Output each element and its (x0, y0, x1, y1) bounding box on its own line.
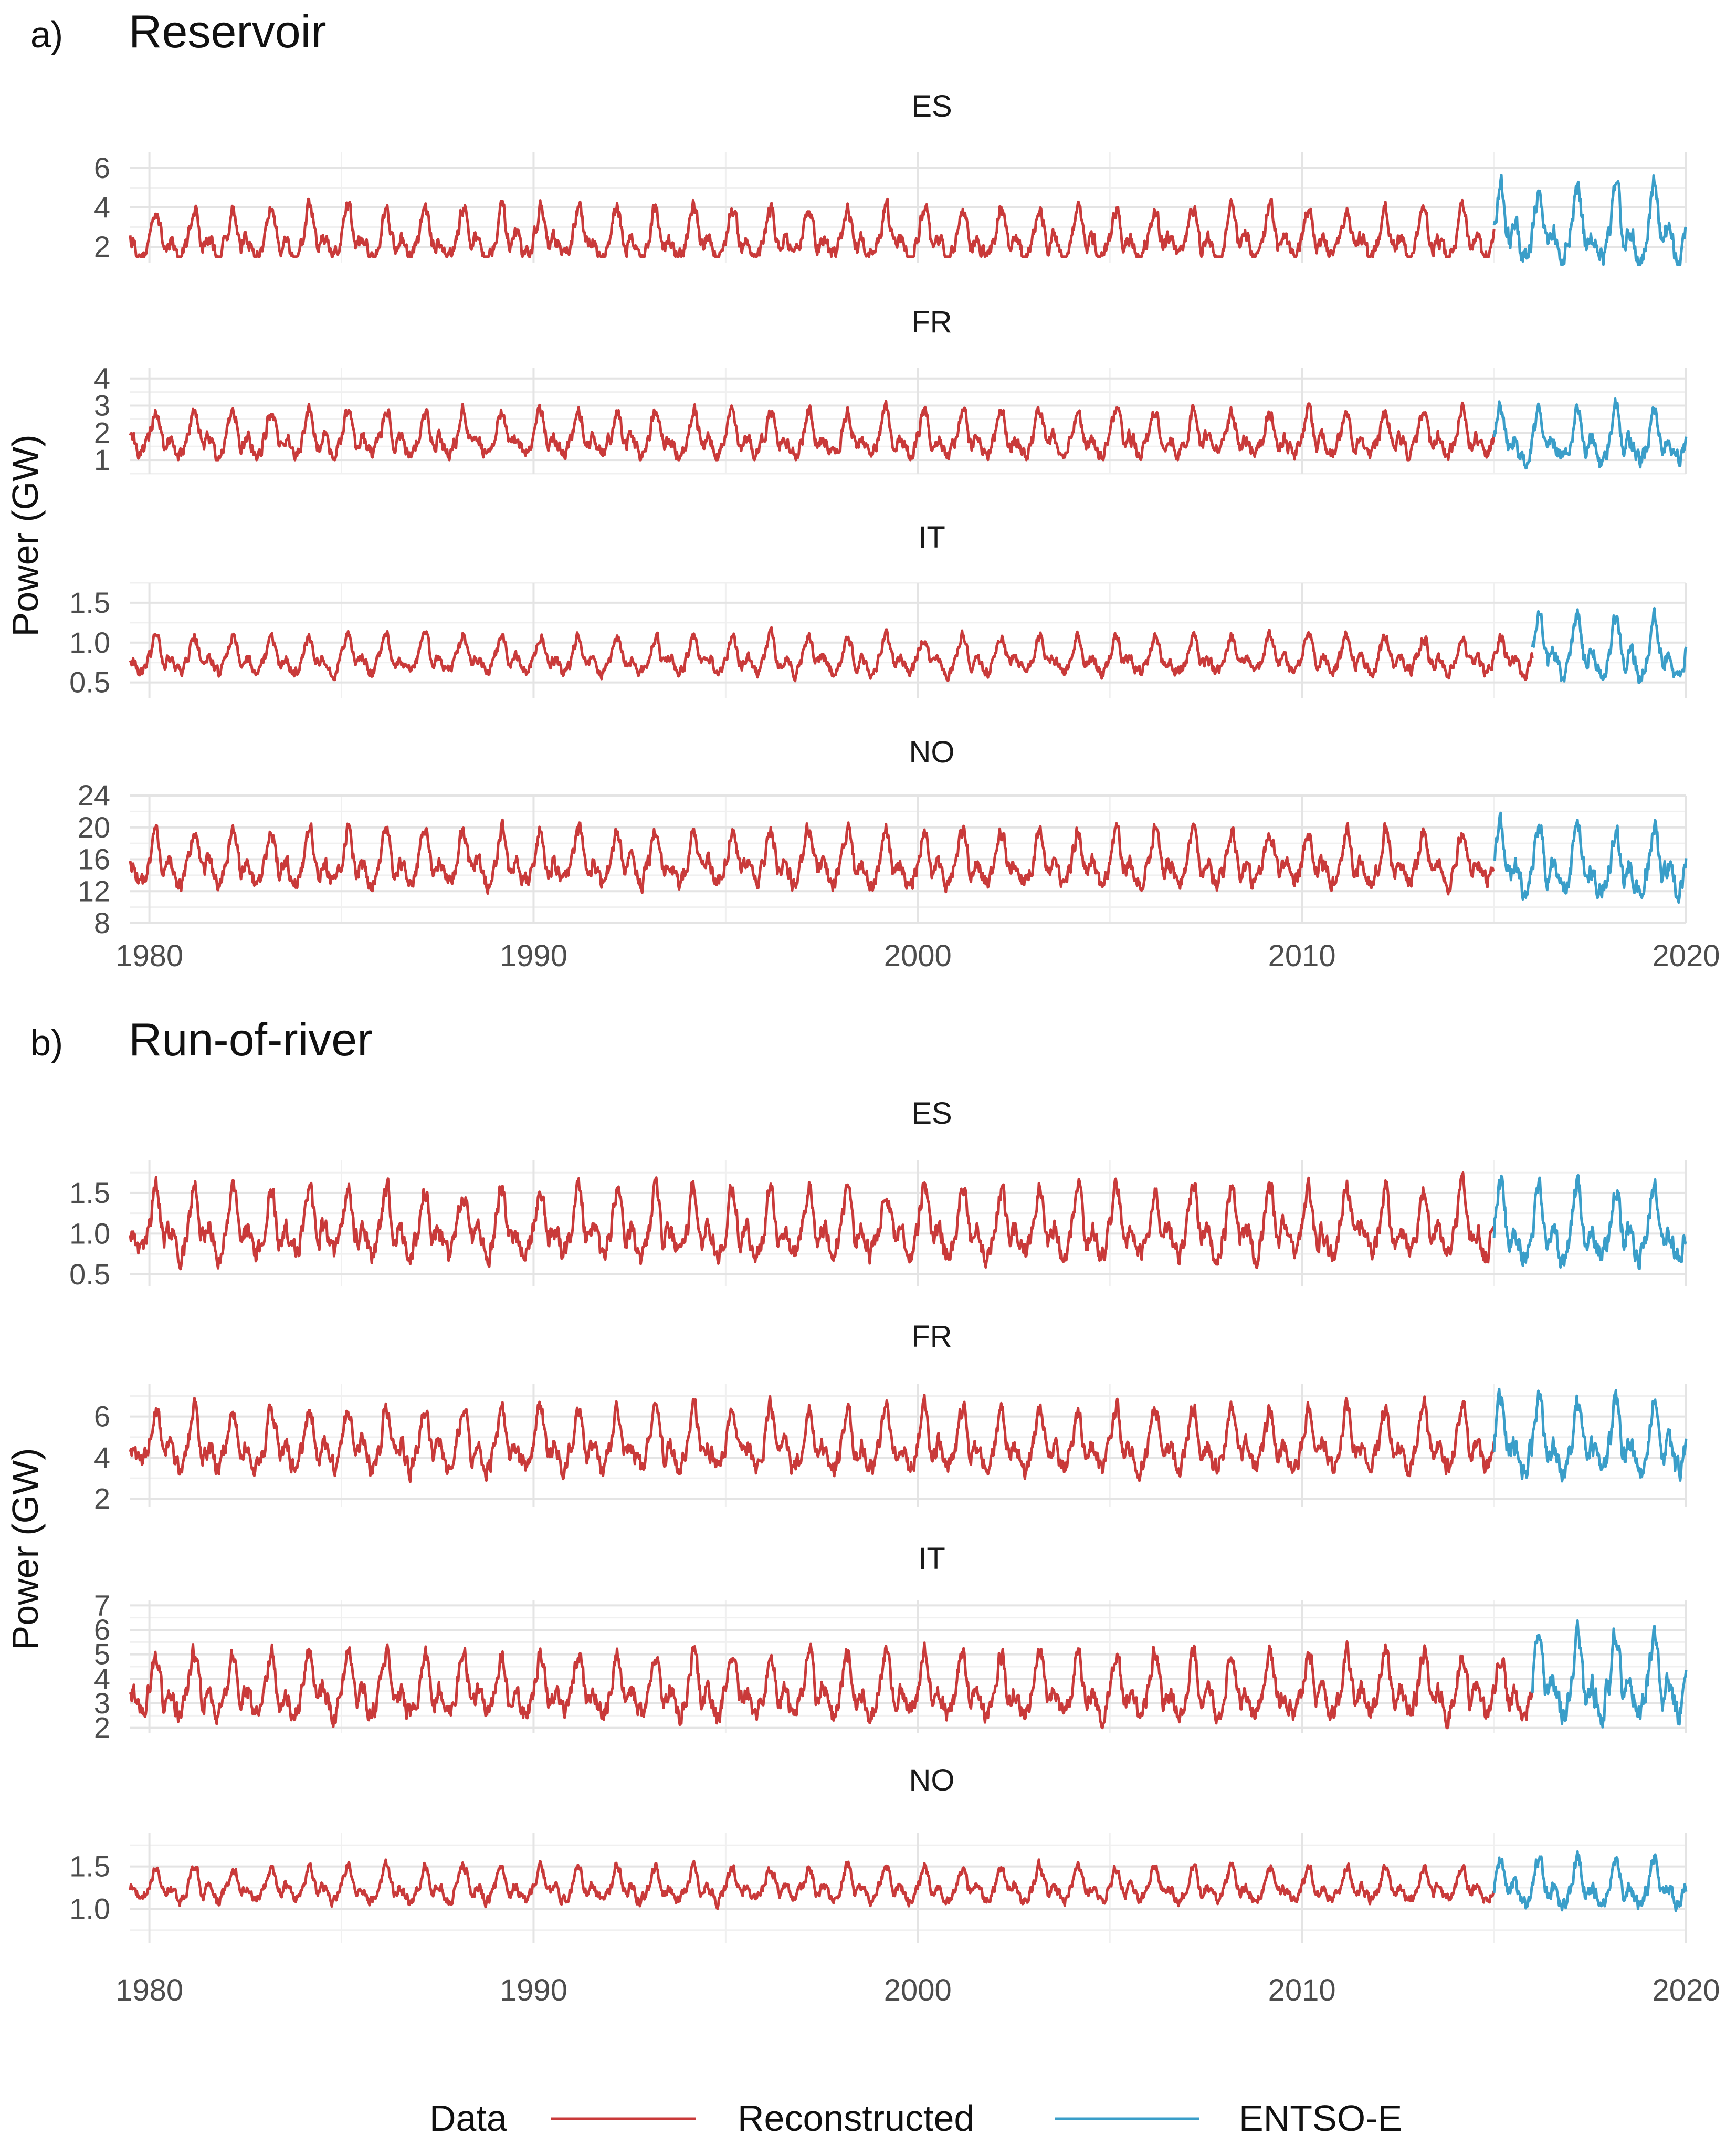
y-tick-label: 1.0 (69, 626, 110, 659)
y-tick-label: 2 (94, 416, 110, 449)
y-tick-label: 4 (94, 1662, 110, 1695)
y-tick-label: 4 (94, 191, 110, 224)
y-tick-label: 3 (94, 389, 110, 422)
series-line-reconstructed (129, 400, 1496, 462)
panel-a-title: Reservoir (129, 5, 327, 57)
legend-label-reconstructed: Reconstructed (738, 2098, 974, 2139)
facet-strip-label: NO (909, 735, 955, 769)
y-tick-label: 1.0 (69, 1217, 110, 1250)
facet-strip-label: NO (909, 1763, 955, 1797)
panel-a-ylabel: Power (GW) (5, 435, 46, 637)
y-tick-label: 4 (94, 362, 110, 395)
x-tick-label: 1990 (500, 1973, 567, 2007)
series-line-entsoe (1531, 606, 1688, 684)
facet-ror-no: NO 1.0 1.5 1980 1990 2000 2010 2020 (69, 1763, 1720, 2007)
facet-reservoir-it: IT 0.5 1.0 1.5 (69, 520, 1688, 699)
series-line-entsoe (1492, 1850, 1688, 1912)
facet-strip-label: IT (918, 1542, 945, 1576)
y-tick-label: 1.0 (69, 1892, 110, 1925)
panel-b-title: Run-of-river (129, 1013, 373, 1065)
series-line-reconstructed (129, 1171, 1496, 1271)
series-line-reconstructed (129, 1640, 1534, 1730)
legend: Data Reconstructed ENTSO-E (429, 2098, 1402, 2139)
y-tick-label: 4 (94, 1441, 110, 1474)
y-tick-label: 2 (94, 1711, 110, 1744)
facet-strip-label: ES (911, 1096, 952, 1131)
y-tick-label: 8 (94, 906, 110, 939)
x-tick-label: 2020 (1652, 1973, 1720, 2007)
y-tick-label: 12 (78, 874, 110, 907)
y-tick-label: 24 (78, 779, 110, 812)
series-line-entsoe (1492, 1174, 1687, 1270)
series-line-reconstructed (129, 626, 1534, 683)
facet-strip-label: FR (911, 305, 952, 339)
facet-ror-fr: FR 2 4 6 (94, 1320, 1688, 1515)
facet-strip-label: IT (918, 520, 945, 554)
y-tick-label: 20 (78, 811, 110, 844)
x-tick-label: 2020 (1652, 939, 1720, 973)
x-tick-label: 2010 (1268, 939, 1336, 973)
x-tick-label: 2000 (884, 1973, 952, 2007)
series-line-entsoe (1492, 397, 1688, 470)
y-tick-label: 0.5 (69, 666, 110, 699)
series-line-reconstructed (129, 1394, 1496, 1483)
facet-strip-label: FR (911, 1320, 952, 1354)
panel-a-letter: a) (30, 14, 63, 55)
y-tick-label: 1 (94, 443, 110, 476)
series-line-reconstructed (129, 197, 1496, 258)
series-line-entsoe (1492, 174, 1687, 266)
y-tick-label: 0.5 (69, 1258, 110, 1291)
x-tick-label: 1980 (115, 939, 183, 973)
y-tick-label: 5 (94, 1638, 110, 1671)
series-line-entsoe (1493, 811, 1688, 904)
x-tick-label: 1990 (500, 939, 567, 973)
y-tick-label: 1.5 (69, 586, 110, 619)
series-line-entsoe (1531, 1619, 1688, 1729)
facet-reservoir-es: ES 2 4 6 (94, 89, 1687, 266)
legend-title: Data (429, 2098, 507, 2139)
y-tick-label: 1.5 (69, 1850, 110, 1883)
series-line-reconstructed (129, 1858, 1496, 1910)
y-tick-label: 2 (94, 230, 110, 263)
y-tick-label: 7 (94, 1588, 110, 1621)
series-line-entsoe (1492, 1387, 1688, 1483)
panel-b-ylabel: Power (GW) (5, 1448, 46, 1650)
panel-b-letter: b) (30, 1022, 63, 1063)
y-tick-label: 6 (94, 1613, 110, 1646)
y-tick-label: 3 (94, 1687, 110, 1720)
y-tick-label: 6 (94, 1400, 110, 1433)
facet-strip-label: ES (911, 89, 952, 123)
legend-label-entsoe: ENTSO-E (1239, 2098, 1402, 2139)
x-tick-label: 2010 (1268, 1973, 1336, 2007)
facet-ror-es: ES 0.5 1.0 1.5 (69, 1096, 1687, 1291)
y-tick-label: 16 (78, 843, 110, 876)
series-line-reconstructed (129, 818, 1495, 896)
y-tick-label: 2 (94, 1482, 110, 1515)
y-tick-label: 1.5 (69, 1176, 110, 1209)
y-tick-label: 6 (94, 151, 110, 184)
x-tick-label: 2000 (884, 939, 952, 973)
x-tick-label: 1980 (115, 1973, 183, 2007)
